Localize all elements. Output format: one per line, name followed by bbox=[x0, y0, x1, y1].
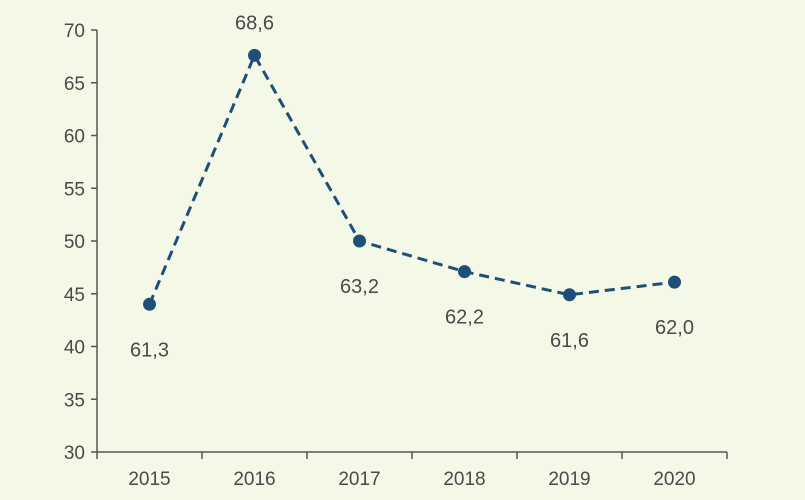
y-tick-label: 70 bbox=[64, 21, 85, 42]
x-tick-label: 2020 bbox=[653, 469, 695, 490]
x-tick-label: 2017 bbox=[338, 469, 380, 490]
data-point bbox=[143, 297, 156, 311]
y-tick-label: 65 bbox=[64, 74, 85, 95]
data-point bbox=[668, 275, 681, 289]
y-tick-label: 30 bbox=[64, 443, 85, 464]
y-tick-label: 45 bbox=[64, 285, 85, 306]
data-label: 61,3 bbox=[130, 339, 169, 361]
series-line bbox=[148, 53, 675, 305]
data-label: 68,6 bbox=[235, 12, 274, 34]
data-label: 62,2 bbox=[445, 307, 484, 329]
data-label: 63,2 bbox=[340, 276, 379, 298]
y-tick-label: 50 bbox=[64, 232, 85, 253]
data-label: 61,6 bbox=[550, 330, 589, 352]
y-tick-label: 35 bbox=[64, 390, 85, 411]
y-tick-label: 60 bbox=[64, 127, 85, 148]
data-point bbox=[563, 288, 576, 302]
x-tick-label: 2015 bbox=[128, 469, 170, 490]
y-tick-label: 55 bbox=[64, 179, 85, 200]
x-tick-label: 2018 bbox=[443, 469, 485, 490]
data-point bbox=[458, 265, 471, 279]
data-point bbox=[248, 48, 261, 62]
data-label: 62,0 bbox=[655, 317, 694, 339]
x-tick-label: 2019 bbox=[548, 469, 590, 490]
x-tick-label: 2016 bbox=[233, 469, 275, 490]
data-point bbox=[353, 234, 366, 248]
y-tick-label: 40 bbox=[64, 338, 85, 359]
